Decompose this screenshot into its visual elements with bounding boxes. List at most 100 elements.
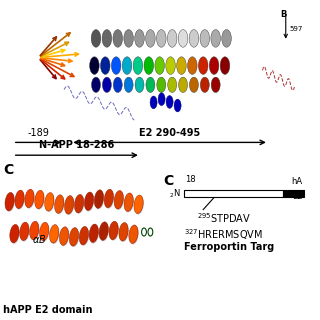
Text: C: C: [163, 174, 173, 188]
Ellipse shape: [114, 190, 123, 209]
Ellipse shape: [94, 190, 103, 208]
Ellipse shape: [35, 190, 44, 209]
Ellipse shape: [211, 77, 220, 92]
Ellipse shape: [166, 57, 175, 74]
Ellipse shape: [125, 194, 134, 212]
Ellipse shape: [129, 225, 138, 244]
Ellipse shape: [113, 29, 123, 47]
Ellipse shape: [177, 57, 186, 74]
Ellipse shape: [40, 223, 49, 242]
Ellipse shape: [124, 77, 133, 92]
Ellipse shape: [166, 96, 173, 108]
Ellipse shape: [111, 57, 121, 74]
Ellipse shape: [75, 195, 84, 213]
Ellipse shape: [124, 193, 133, 212]
Ellipse shape: [45, 193, 54, 211]
Ellipse shape: [95, 191, 104, 209]
Ellipse shape: [80, 228, 89, 246]
Ellipse shape: [209, 57, 219, 74]
Ellipse shape: [156, 29, 166, 47]
Ellipse shape: [113, 77, 122, 92]
Ellipse shape: [36, 191, 44, 210]
Ellipse shape: [6, 193, 15, 212]
Text: $^{295}$STPDAV: $^{295}$STPDAV: [197, 211, 251, 225]
Text: $^{327}$HRERMSQVM: $^{327}$HRERMSQVM: [184, 227, 263, 242]
Ellipse shape: [144, 57, 154, 74]
Text: E2: E2: [292, 192, 302, 201]
Ellipse shape: [30, 221, 39, 240]
Bar: [283, 190, 304, 197]
Ellipse shape: [109, 221, 118, 240]
Ellipse shape: [220, 57, 230, 74]
Ellipse shape: [90, 57, 99, 74]
Ellipse shape: [174, 99, 181, 112]
Ellipse shape: [188, 57, 197, 74]
Ellipse shape: [85, 193, 94, 212]
Ellipse shape: [133, 57, 143, 74]
Ellipse shape: [189, 29, 199, 47]
Text: $_2$N: $_2$N: [169, 187, 181, 200]
Ellipse shape: [102, 77, 111, 92]
Ellipse shape: [135, 29, 144, 47]
Ellipse shape: [122, 57, 132, 74]
Ellipse shape: [5, 192, 14, 211]
Text: 18: 18: [185, 175, 196, 184]
Ellipse shape: [104, 189, 113, 208]
Bar: [184, 190, 283, 197]
Ellipse shape: [50, 226, 59, 244]
Ellipse shape: [79, 227, 88, 245]
Ellipse shape: [10, 224, 19, 243]
Text: N-APP 18-286: N-APP 18-286: [39, 140, 115, 150]
Ellipse shape: [30, 222, 39, 241]
Ellipse shape: [115, 191, 124, 210]
Ellipse shape: [55, 196, 64, 214]
Ellipse shape: [50, 225, 59, 243]
Ellipse shape: [105, 190, 114, 209]
Ellipse shape: [198, 57, 208, 74]
Ellipse shape: [102, 29, 112, 47]
Text: $\alpha$B: $\alpha$B: [32, 233, 46, 245]
Ellipse shape: [222, 29, 231, 47]
Ellipse shape: [65, 196, 74, 214]
Ellipse shape: [211, 29, 220, 47]
Ellipse shape: [75, 196, 84, 214]
Ellipse shape: [146, 77, 155, 92]
Ellipse shape: [146, 29, 155, 47]
Ellipse shape: [134, 195, 143, 213]
Ellipse shape: [157, 77, 166, 92]
Ellipse shape: [92, 77, 100, 92]
Ellipse shape: [178, 29, 188, 47]
Ellipse shape: [89, 224, 98, 243]
Text: B: B: [280, 10, 286, 19]
Ellipse shape: [155, 57, 164, 74]
Ellipse shape: [60, 227, 68, 245]
Ellipse shape: [20, 222, 29, 241]
Ellipse shape: [135, 196, 144, 214]
Ellipse shape: [167, 29, 177, 47]
Ellipse shape: [119, 222, 128, 241]
Text: C: C: [3, 163, 13, 177]
Ellipse shape: [25, 189, 34, 208]
Ellipse shape: [45, 194, 54, 212]
Text: 597: 597: [290, 26, 303, 32]
Ellipse shape: [11, 225, 20, 244]
Ellipse shape: [100, 223, 109, 241]
Ellipse shape: [15, 190, 24, 209]
Text: Ferroportin Targ: Ferroportin Targ: [184, 242, 274, 252]
Ellipse shape: [16, 191, 25, 210]
Ellipse shape: [70, 228, 79, 247]
Ellipse shape: [110, 222, 119, 241]
Ellipse shape: [40, 222, 49, 241]
Ellipse shape: [189, 77, 198, 92]
Ellipse shape: [60, 228, 69, 246]
Ellipse shape: [84, 192, 93, 211]
Ellipse shape: [200, 77, 209, 92]
Ellipse shape: [90, 225, 99, 244]
Ellipse shape: [124, 29, 133, 47]
Ellipse shape: [99, 222, 108, 240]
Text: E2 290-495: E2 290-495: [139, 128, 200, 138]
Ellipse shape: [135, 77, 144, 92]
Ellipse shape: [26, 190, 35, 209]
Ellipse shape: [100, 57, 110, 74]
Text: hA: hA: [291, 177, 302, 186]
